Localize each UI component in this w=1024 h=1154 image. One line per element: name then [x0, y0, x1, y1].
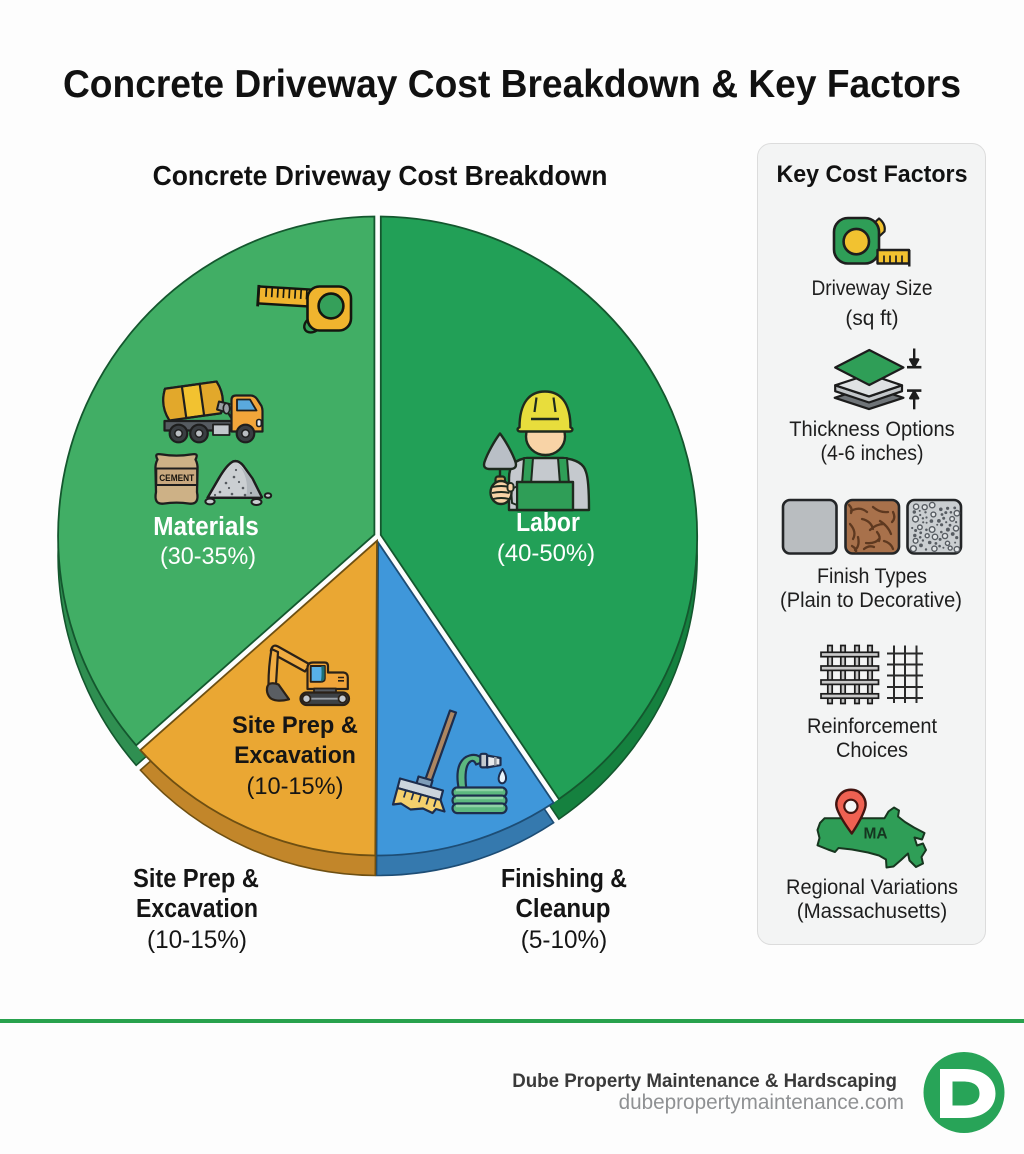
svg-text:CEMENT: CEMENT: [159, 473, 195, 483]
svg-text:MA: MA: [863, 826, 887, 843]
